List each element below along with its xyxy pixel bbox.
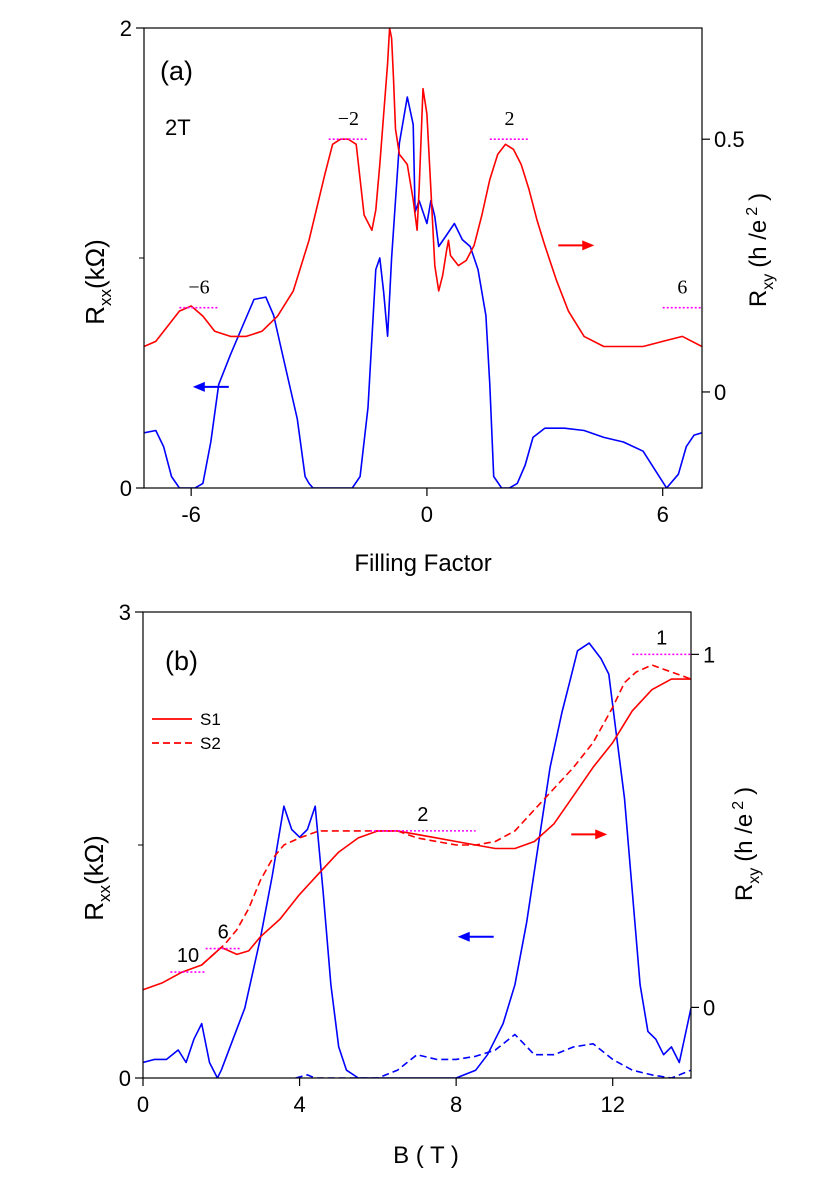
y-left-tick-label: 0 <box>120 476 132 501</box>
series-rxy <box>144 28 702 348</box>
x-tick-label: 12 <box>600 1092 624 1117</box>
plateau-label: 6 <box>677 277 687 299</box>
arrow-right <box>571 829 608 840</box>
panel-a-ticks: -6 0 6 0 2 0 0.5 <box>120 16 745 527</box>
y-right-tick-label: 0 <box>703 995 715 1020</box>
arrow-right <box>558 240 595 251</box>
panel-a-y-right-symbol: R <box>745 290 772 307</box>
arrow-left <box>457 931 494 942</box>
panel-a-y-left-symbol: R <box>80 306 110 325</box>
panel-b-y-right-symbol: R <box>731 884 758 901</box>
plateau-label: 2 <box>417 804 428 826</box>
plateau-label: −6 <box>188 277 209 299</box>
panel-b-frame <box>142 611 692 1079</box>
y-left-tick-label: 2 <box>120 16 132 41</box>
panel-b-y-right-close: ) <box>731 787 758 795</box>
x-tick-label: 0 <box>421 502 433 527</box>
panel-a-x-axis-title: Filling Factor <box>354 550 491 577</box>
series-rxx <box>144 96 702 488</box>
plateau-label: 1 <box>656 627 667 649</box>
panel-b-y-left-symbol: R <box>79 902 109 921</box>
panel-b-y-left-unit: (kΩ) <box>79 835 109 885</box>
panel-a-y-right-close: ) <box>745 193 772 201</box>
plateau-label: −2 <box>338 108 359 130</box>
panel-a-y-left-subscript: xx <box>96 288 115 306</box>
plateau-label: 10 <box>177 945 199 967</box>
panel-b-y-left-title: Rxx(kΩ) <box>79 835 114 921</box>
x-tick-label: 0 <box>137 1092 149 1117</box>
series-s2-rxx <box>295 1033 691 1078</box>
panel-a-y-left-title: Rxx(kΩ) <box>80 239 115 325</box>
legend-label-s2: S2 <box>200 734 221 753</box>
panel-a-series <box>144 28 702 488</box>
x-tick-label: 6 <box>657 502 669 527</box>
panel-b-label: (b) <box>165 646 198 676</box>
panel-b-y-left-subscript: xx <box>95 884 114 902</box>
panel-a-markers: −6 −2 2 6 <box>179 108 702 392</box>
panel-b-y-right-title: Rxy (h /e 2) <box>730 787 763 901</box>
x-tick-label: 4 <box>293 1092 305 1117</box>
panel-b-y-right-unit: (h /e <box>731 814 758 862</box>
y-right-tick-label: 0.5 <box>714 127 745 152</box>
series-s2 <box>201 664 691 966</box>
panel-b-y-right-superscript: 2 <box>730 801 747 810</box>
panel-a-label: (a) <box>160 56 193 86</box>
panel-b-series <box>143 642 691 1078</box>
plateau-label: 2 <box>504 108 514 130</box>
panel-b: 0 4 8 12 0 3 0 1 10 6 2 1 (b) S1 S2 B ( T ) Rxx(kΩ… <box>79 600 763 1169</box>
legend-label-s1: S1 <box>200 710 221 729</box>
y-left-tick-label: 0 <box>119 1066 131 1091</box>
panel-a-y-right-unit: (h /e <box>745 220 772 268</box>
y-right-tick-label: 1 <box>703 642 715 667</box>
panel-a-field-label: 2T <box>165 115 191 140</box>
legend: S1 S2 <box>152 710 221 753</box>
plateau-label: 6 <box>218 922 229 944</box>
y-left-tick-label: 3 <box>119 600 131 625</box>
y-right-tick-label: 0 <box>714 380 726 405</box>
panel-a-y-right-title: Rxy (h /e 2) <box>744 193 777 307</box>
panel-a-y-right-subscript: xy <box>760 274 777 290</box>
series-s1-rxx <box>143 642 691 1078</box>
panel-a-y-left-unit: (kΩ) <box>80 239 110 289</box>
x-tick-label: -6 <box>181 502 201 527</box>
panel-a-y-right-superscript: 2 <box>744 207 761 216</box>
panel-b-x-axis-title: B ( T ) <box>393 1142 459 1169</box>
panel-b-y-right-subscript: xy <box>746 868 763 884</box>
arrow-left <box>192 381 229 392</box>
x-tick-label: 8 <box>450 1092 462 1117</box>
panel-b-markers: 10 6 2 1 <box>170 627 691 973</box>
